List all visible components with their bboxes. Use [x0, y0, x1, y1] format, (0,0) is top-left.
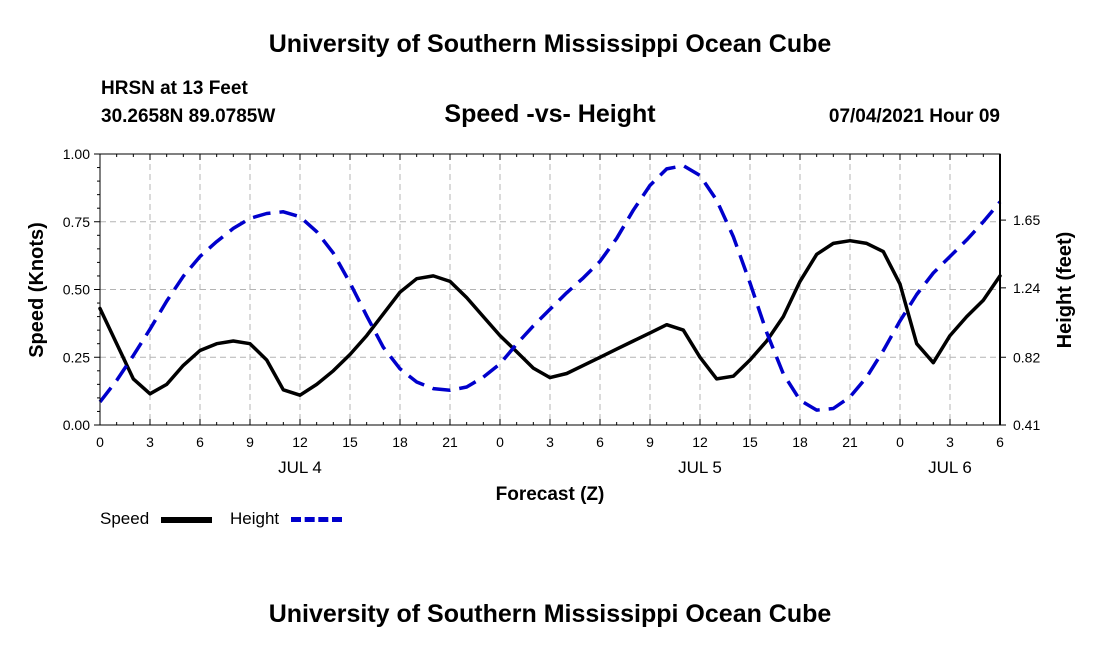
date-label: JUL 4 [278, 458, 322, 477]
series [98, 163, 1002, 412]
y-tick-label: 0.25 [63, 349, 90, 365]
x-tick-label: 0 [96, 434, 104, 450]
x-tick-label: 6 [596, 434, 604, 450]
x-tick-label: 6 [996, 434, 1004, 450]
x-tick-label: 21 [442, 434, 458, 450]
legend-height-label: Height [230, 509, 280, 528]
y-tick-label: 0.00 [63, 417, 90, 433]
x-tick-label: 18 [792, 434, 808, 450]
x-tick-label: 3 [946, 434, 954, 450]
y2-tick-label: 0.41 [1013, 417, 1040, 433]
x-tick-label: 21 [842, 434, 858, 450]
y-tick-label: 0.75 [63, 214, 90, 230]
y2-tick-label: 1.24 [1013, 280, 1040, 296]
x-tick-label: 12 [292, 434, 308, 450]
y2-tick-label: 0.82 [1013, 349, 1040, 365]
x-tick-label: 9 [646, 434, 654, 450]
y-tick-label: 1.00 [63, 146, 90, 162]
y-axis-label: Speed (Knots) [26, 222, 48, 358]
y2-axis-label: Height (feet) [1054, 232, 1076, 349]
y2-tick-label: 1.65 [1013, 212, 1040, 228]
station-coordinates: 30.2658N 89.0785W [101, 106, 276, 127]
x-axis-label: Forecast (Z) [496, 484, 605, 505]
grid [100, 154, 1000, 425]
x-tick-label: 3 [546, 434, 554, 450]
date-label: JUL 5 [678, 458, 722, 477]
x-tick-label: 0 [896, 434, 904, 450]
legend-speed-swatch [161, 517, 212, 523]
x-tick-label: 15 [342, 434, 358, 450]
date-label: JUL 6 [928, 458, 972, 477]
chart-title: University of Southern Mississippi Ocean… [268, 30, 832, 58]
footer-title: University of Southern Mississippi Ocean… [268, 600, 832, 628]
x-tick-label: 18 [392, 434, 408, 450]
x-tick-label: 12 [692, 434, 708, 450]
chart-subtitle: Speed -vs- Height [444, 100, 656, 128]
x-tick-label: 6 [196, 434, 204, 450]
y-tick-label: 0.50 [63, 282, 90, 298]
height-series-line [98, 163, 1002, 412]
station-label: HRSN at 13 Feet [101, 78, 248, 99]
legend-speed-label: Speed [100, 509, 150, 528]
axes: 0 3 6 9 12 15 18 21 0 3 6 9 12 15 18 21 0 3 6 0.00 0.25 0.50 0… [63, 146, 1041, 477]
legend-height-swatch [291, 517, 342, 522]
x-tick-label: 3 [146, 434, 154, 450]
x-tick-label: 15 [742, 434, 758, 450]
speed-series-line [98, 238, 1002, 397]
x-tick-label: 9 [246, 434, 254, 450]
forecast-timestamp: 07/04/2021 Hour 09 [828, 106, 1000, 127]
x-tick-label: 0 [496, 434, 504, 450]
